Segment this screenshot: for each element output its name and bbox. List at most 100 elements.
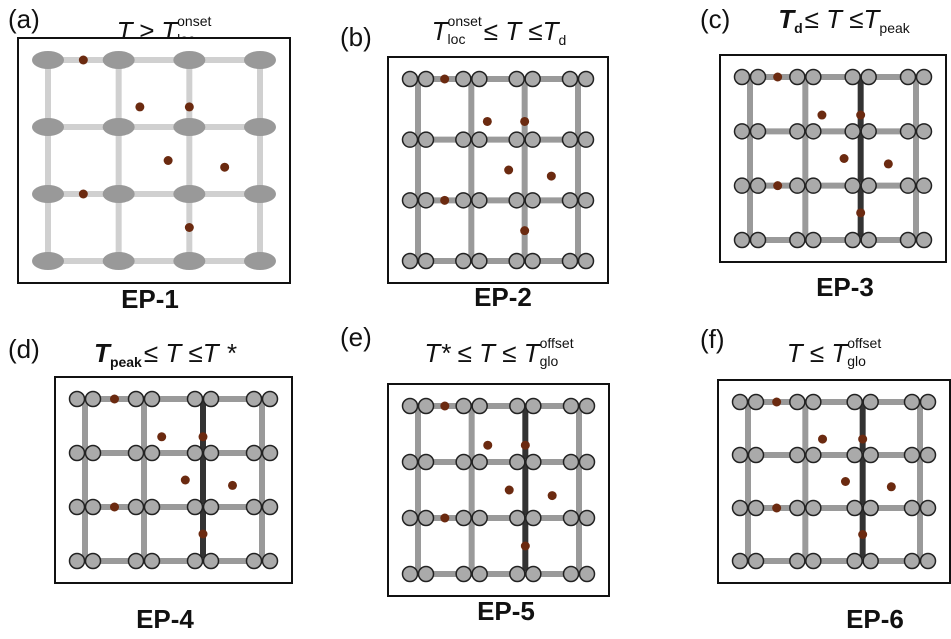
node [186, 498, 204, 516]
panel-label: (a) [8, 4, 40, 34]
node [401, 252, 419, 270]
node [102, 51, 135, 69]
node [127, 390, 145, 408]
node [455, 397, 472, 415]
node [578, 509, 596, 527]
caption: EP-5 [477, 596, 535, 626]
node [32, 185, 64, 203]
particle [157, 432, 167, 442]
node [173, 252, 206, 270]
node [860, 123, 877, 140]
node [805, 68, 822, 86]
title-sub: glo [847, 353, 866, 369]
node [919, 393, 937, 411]
node [844, 68, 861, 86]
title-sub: loc [448, 31, 466, 47]
title-sup: onset [177, 13, 211, 29]
caption: EP-1 [121, 284, 179, 314]
title-text: T [778, 4, 796, 34]
node [471, 509, 488, 527]
particle [198, 529, 208, 539]
node [127, 552, 145, 570]
node [731, 552, 749, 570]
node [401, 70, 419, 88]
particle [184, 102, 194, 112]
panel-box [387, 383, 610, 597]
node [789, 231, 806, 249]
node [747, 393, 765, 411]
node [186, 444, 204, 462]
node [562, 397, 580, 415]
node [789, 123, 806, 140]
caption: EP-2 [474, 282, 532, 312]
node [747, 499, 765, 517]
node [805, 123, 822, 140]
node [509, 565, 526, 583]
node [508, 192, 525, 209]
node [524, 192, 541, 209]
particle [856, 208, 866, 218]
node [244, 185, 276, 203]
node [471, 397, 488, 415]
particle [858, 530, 868, 539]
node [471, 131, 488, 148]
node [805, 231, 822, 249]
particle [440, 74, 450, 84]
title-text: T* ≤ T ≤ T [424, 338, 541, 368]
node [524, 70, 541, 88]
node [789, 499, 806, 517]
node [143, 444, 161, 462]
caption: EP-4 [136, 604, 194, 634]
node [749, 231, 767, 249]
node [747, 552, 765, 570]
node [471, 192, 488, 209]
node [805, 446, 822, 464]
title-sup: offset [540, 335, 574, 351]
node [84, 552, 102, 570]
node [32, 51, 64, 69]
particle [520, 541, 530, 551]
node [173, 185, 206, 203]
particle [163, 156, 173, 165]
particle [886, 482, 896, 492]
node [401, 453, 419, 471]
particle [504, 485, 514, 495]
node [84, 390, 102, 408]
node [417, 509, 435, 527]
node [789, 393, 806, 411]
node [577, 192, 595, 209]
node [899, 68, 917, 86]
node [805, 552, 822, 570]
node [509, 453, 526, 471]
node [524, 131, 541, 148]
particle [440, 513, 450, 523]
node [525, 453, 542, 471]
node [899, 177, 917, 194]
node [508, 131, 525, 148]
particle [78, 55, 88, 65]
node [127, 444, 145, 462]
node [471, 453, 488, 471]
node [202, 552, 220, 570]
particle [520, 116, 530, 126]
title-sub: peak [879, 20, 910, 36]
title-text: ≤ T ≤T [805, 4, 882, 34]
particle [817, 110, 827, 120]
node [261, 390, 279, 408]
node [68, 498, 86, 516]
caption: EP-6 [846, 604, 904, 634]
node [202, 498, 220, 516]
node [805, 177, 822, 194]
node [127, 498, 145, 516]
node [245, 498, 263, 516]
node [862, 446, 879, 464]
title-sub: peak [110, 354, 142, 370]
title-text: ≤ T ≤T [484, 16, 561, 46]
particle [772, 397, 782, 407]
particle [547, 491, 557, 501]
